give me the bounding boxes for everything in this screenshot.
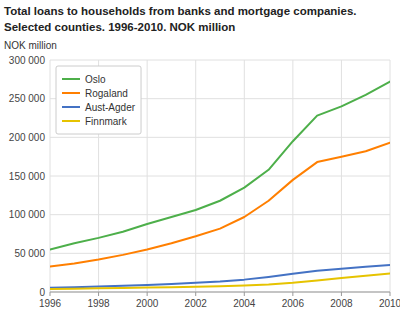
y-tick-label: 200 000 [9,132,46,143]
y-grid-line [50,214,390,215]
x-tick [341,292,342,296]
y-axis-label: NOK million [4,40,57,51]
series-line [50,82,390,250]
series-line [50,273,390,288]
legend-swatch [62,106,80,108]
x-tick [390,292,391,296]
x-tick-label: 2008 [330,298,353,309]
x-tick-label: 2000 [136,298,159,309]
x-tick-label: 2004 [233,298,256,309]
x-tick [244,292,245,296]
x-tick-label: 2002 [185,298,208,309]
x-grid-line [195,60,196,292]
y-grid-line [50,60,390,61]
x-grid-line [147,60,148,292]
axes: 0 50 000 100 000 150 000 200 000 250 000 300 0… [9,55,400,310]
y-tick-label: 0 [39,287,45,298]
x-grid-line [244,60,245,292]
x-tick-label: 1996 [39,298,62,309]
legend-label: Aust-Agder [85,102,136,113]
x-axis-line [50,292,390,293]
x-tick [98,292,99,296]
x-tick-label: 2006 [282,298,305,309]
y-grid-line [50,137,390,138]
x-grid-line [341,60,342,292]
legend-swatch [62,92,80,94]
y-grid-line [50,176,390,177]
y-tick-label: 100 000 [9,209,46,220]
y-tick-label: 50 000 [14,248,45,259]
y-grid-line [50,253,390,254]
x-grid-line [50,60,51,292]
chart: Total loans to households from banks and… [0,0,400,320]
y-grid-line [50,292,390,293]
x-grid-line [390,60,391,292]
subtitle: Selected counties. 1996-2010. NOK millio… [4,21,235,33]
x-tick [50,292,51,296]
series-line [50,143,390,267]
series-line [50,265,390,288]
y-tick-label: 250 000 [9,93,46,104]
legend-swatch [62,120,80,122]
legend-label: Rogaland [85,88,128,99]
legend: Oslo Rogaland Aust-Agder Finnmark [56,66,141,134]
grid [50,60,390,292]
x-tick [292,292,293,296]
x-tick-label: 2010 [379,298,400,309]
legend-label: Oslo [85,74,106,85]
legend-swatch [62,78,80,80]
y-tick-label: 150 000 [9,171,46,182]
x-tick [195,292,196,296]
legend-box [56,66,141,134]
x-grid-line [292,60,293,292]
x-tick-label: 1998 [87,298,110,309]
title: Total loans to households from banks and… [4,5,357,17]
x-tick [147,292,148,296]
y-tick-label: 300 000 [9,55,46,66]
legend-label: Finnmark [85,116,128,127]
